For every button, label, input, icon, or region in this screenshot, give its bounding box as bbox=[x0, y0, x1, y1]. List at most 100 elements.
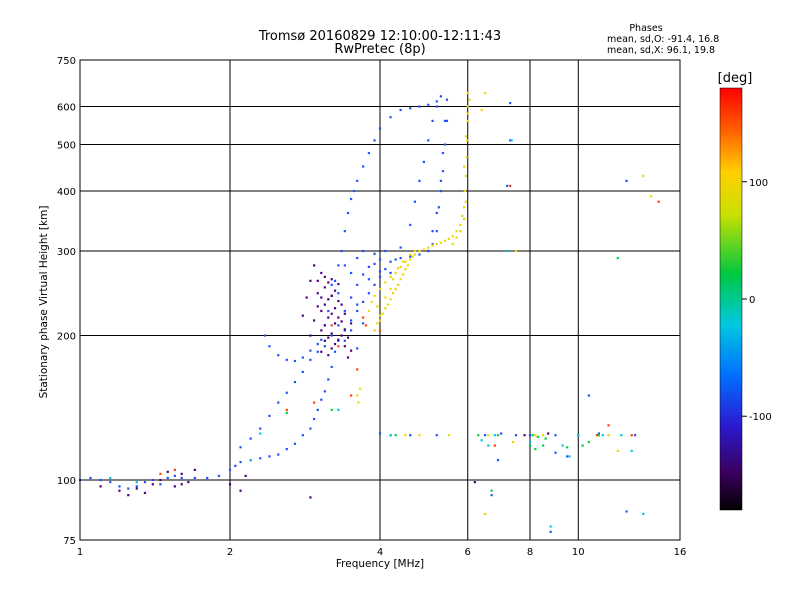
data-point bbox=[249, 459, 252, 462]
data-point bbox=[399, 108, 402, 112]
data-point bbox=[409, 434, 412, 437]
data-point bbox=[378, 127, 382, 130]
data-point bbox=[465, 139, 469, 142]
data-point bbox=[549, 525, 552, 528]
data-point bbox=[373, 294, 376, 297]
grid-lines bbox=[80, 60, 680, 540]
data-point bbox=[389, 260, 392, 263]
data-point bbox=[337, 316, 340, 319]
data-point bbox=[544, 437, 547, 440]
data-point bbox=[135, 485, 138, 488]
data-point bbox=[413, 200, 416, 203]
data-point bbox=[373, 252, 376, 255]
data-point bbox=[373, 262, 376, 266]
data-point bbox=[389, 275, 392, 278]
data-point bbox=[330, 294, 333, 297]
data-point bbox=[180, 476, 183, 480]
data-point bbox=[384, 296, 387, 299]
data-point bbox=[549, 530, 552, 533]
data-point bbox=[350, 394, 353, 397]
data-point bbox=[418, 253, 421, 256]
data-point bbox=[466, 91, 469, 95]
data-point bbox=[378, 258, 382, 261]
data-point bbox=[534, 447, 537, 451]
data-point bbox=[346, 211, 350, 215]
data-point bbox=[173, 485, 176, 488]
data-point bbox=[350, 329, 353, 332]
data-point bbox=[528, 444, 532, 447]
data-point bbox=[316, 342, 319, 346]
data-point bbox=[193, 468, 196, 471]
data-point bbox=[323, 286, 326, 289]
data-point bbox=[320, 329, 323, 332]
data-point bbox=[650, 195, 653, 198]
data-point bbox=[313, 319, 316, 322]
data-point bbox=[293, 442, 297, 445]
data-point bbox=[443, 143, 447, 146]
data-point bbox=[337, 282, 340, 286]
data-point bbox=[293, 359, 297, 363]
data-point bbox=[394, 271, 397, 275]
data-point bbox=[437, 206, 440, 209]
y-tick-label: 750 bbox=[57, 56, 76, 67]
data-point bbox=[337, 292, 340, 295]
data-point bbox=[480, 108, 483, 112]
data-point bbox=[330, 347, 333, 350]
x-tick-label: 6 bbox=[465, 547, 471, 558]
data-point bbox=[528, 434, 532, 437]
y-tick-label: 400 bbox=[57, 187, 76, 198]
data-point bbox=[323, 303, 326, 306]
data-point bbox=[166, 470, 169, 473]
data-point bbox=[99, 478, 102, 482]
data-point bbox=[367, 278, 370, 281]
data-point bbox=[445, 98, 449, 101]
data-point bbox=[509, 184, 512, 187]
y-tick-label: 600 bbox=[57, 103, 76, 114]
data-point bbox=[239, 446, 242, 449]
data-point bbox=[487, 444, 490, 447]
data-point bbox=[401, 260, 405, 263]
data-point bbox=[333, 279, 337, 282]
data-point bbox=[301, 370, 304, 373]
data-point bbox=[143, 491, 147, 495]
colorbar-ticks: 100 0 -100 bbox=[742, 178, 772, 423]
x-tick-label: 4 bbox=[377, 547, 383, 558]
data-point bbox=[487, 434, 490, 437]
data-point bbox=[464, 135, 468, 138]
data-point bbox=[597, 432, 601, 435]
data-point bbox=[228, 468, 232, 471]
data-point bbox=[406, 264, 409, 267]
data-point bbox=[459, 223, 462, 227]
data-point bbox=[422, 248, 426, 251]
data-point bbox=[577, 434, 580, 437]
data-point bbox=[346, 356, 350, 359]
data-point bbox=[187, 481, 190, 484]
data-point bbox=[601, 434, 604, 437]
data-point bbox=[642, 174, 645, 178]
data-point bbox=[356, 309, 359, 313]
data-point bbox=[445, 119, 449, 122]
data-point bbox=[409, 253, 412, 256]
data-point bbox=[536, 435, 540, 438]
data-point bbox=[531, 434, 534, 437]
data-point bbox=[309, 358, 312, 361]
data-point bbox=[561, 444, 564, 447]
y-tick-label: 75 bbox=[63, 536, 76, 547]
data-point bbox=[490, 494, 493, 497]
data-point bbox=[384, 249, 387, 253]
data-point bbox=[333, 289, 337, 292]
data-point bbox=[285, 447, 288, 451]
data-point bbox=[384, 281, 387, 284]
data-point bbox=[587, 440, 590, 444]
data-point bbox=[277, 453, 280, 456]
x-axis-label: Frequency [MHz] bbox=[336, 558, 424, 570]
data-point bbox=[159, 472, 162, 475]
data-point bbox=[367, 265, 370, 268]
data-point bbox=[381, 312, 384, 315]
data-point bbox=[320, 309, 323, 313]
data-point bbox=[587, 394, 590, 397]
data-point bbox=[301, 434, 304, 437]
data-point bbox=[350, 349, 353, 352]
y-tick-label: 200 bbox=[57, 332, 76, 343]
